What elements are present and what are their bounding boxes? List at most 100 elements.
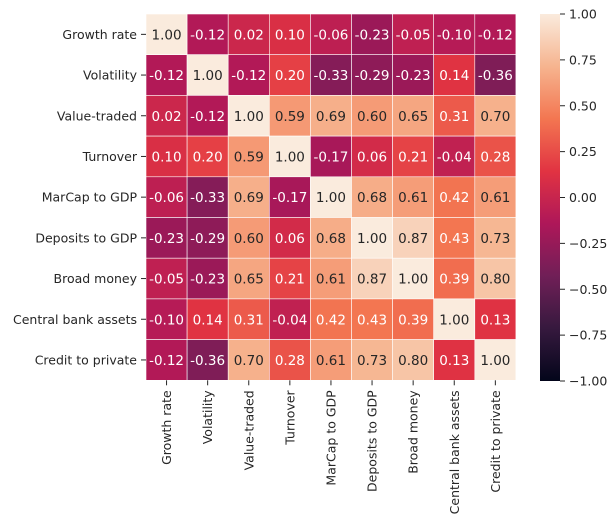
cell-value-label: 0.65	[234, 272, 264, 288]
cell-value-label: -0.06	[313, 27, 348, 43]
heatmap-cell	[186, 13, 229, 56]
cell-value-label: 0.69	[234, 190, 264, 206]
cell-value-label: -0.23	[149, 231, 184, 247]
cell-value-label: 0.80	[398, 353, 428, 369]
cell-value-label: -0.06	[149, 190, 184, 206]
colorbar-tick-label: −0.75	[569, 328, 607, 343]
y-tick-label: Volatility	[83, 68, 138, 83]
cell-value-label: -0.36	[190, 353, 225, 369]
heatmap-cell	[186, 95, 229, 137]
heatmap-cell	[227, 339, 270, 381]
cell-value-label: 0.20	[193, 149, 223, 165]
colorbar: 1.00 0.75 0.50 0.25 0.00 −0.25 −0.50 −0.75 −1.00	[540, 7, 607, 389]
cell-value-label: 0.59	[275, 109, 305, 125]
heatmap-cell	[227, 217, 270, 259]
cell-value-label: 0.28	[275, 353, 305, 369]
cell-value-label: 0.10	[152, 149, 182, 165]
y-tick-label: Credit to private	[35, 352, 138, 367]
heatmap-cell	[474, 176, 517, 218]
heatmap-cell	[433, 13, 476, 56]
cell-value-label: 1.00	[357, 231, 387, 247]
cell-value-label: 1.00	[480, 353, 510, 369]
cell-value-label: 0.42	[439, 190, 469, 206]
heatmap-cell	[186, 257, 229, 300]
heatmap-cell	[268, 176, 311, 218]
cell-value-label: -0.29	[190, 231, 225, 247]
heatmap-cell	[186, 176, 229, 218]
y-tick-label: Central bank assets	[13, 312, 137, 327]
cell-value-label: 0.61	[316, 272, 346, 288]
cell-value-label: 0.87	[357, 272, 387, 288]
heatmap-cell	[392, 95, 435, 137]
cell-value-label: 1.00	[398, 272, 428, 288]
heatmap-cell	[227, 298, 270, 340]
heatmap-cell	[351, 339, 393, 381]
cell-value-label: 0.13	[480, 312, 510, 328]
y-tick-label: Broad money	[54, 271, 138, 286]
heatmap-cell	[186, 339, 229, 381]
heatmap-cell	[474, 298, 517, 340]
cell-value-label: 0.80	[480, 272, 510, 288]
colorbar-tick-label: −0.50	[569, 282, 607, 297]
colorbar-gradient	[540, 14, 560, 381]
heatmap-cell	[474, 339, 517, 381]
colorbar-tick-label: −0.25	[569, 236, 607, 251]
heatmap-cell	[433, 54, 476, 96]
cell-value-label: 1.00	[439, 312, 469, 328]
y-tick-label: Deposits to GDP	[35, 230, 137, 245]
heatmap-cell	[145, 54, 188, 96]
cell-value-label: -0.23	[190, 272, 225, 288]
cell-value-label: 0.39	[398, 312, 428, 328]
heatmap-cell	[145, 176, 188, 218]
colorbar-tick-label: −1.00	[569, 374, 607, 389]
cell-value-label: 0.73	[480, 231, 510, 247]
cell-value-label: 0.60	[357, 109, 387, 125]
cell-value-label: 0.59	[234, 149, 264, 165]
heatmap-cell	[392, 298, 435, 340]
cell-value-label: 0.02	[152, 109, 182, 125]
cell-value-label: 0.06	[357, 149, 387, 165]
heatmap-cell	[268, 13, 311, 56]
heatmap-cell	[227, 54, 270, 96]
y-tick-label: MarCap to GDP	[42, 190, 138, 205]
y-tick-label: Turnover	[82, 149, 138, 164]
cell-value-label: 0.87	[398, 231, 428, 247]
x-tick-label: Deposits to GDP	[365, 390, 380, 492]
cell-value-label: -0.12	[190, 27, 225, 43]
cell-value-label: -0.05	[149, 272, 184, 288]
cell-value-label: -0.10	[437, 27, 472, 43]
cell-value-label: -0.17	[313, 149, 348, 165]
cell-value-label: 0.60	[234, 231, 264, 247]
cell-value-label: 1.00	[234, 109, 264, 125]
heatmap-cell	[268, 217, 311, 259]
heatmap-cell	[433, 217, 476, 259]
x-tick-label: Turnover	[282, 389, 297, 445]
heatmap-cell	[227, 95, 270, 137]
x-tick-label: Growth rate	[159, 390, 174, 465]
cell-value-label: 0.42	[316, 312, 346, 328]
cell-value-label: 1.00	[193, 68, 223, 84]
cell-value-label: 0.14	[193, 312, 223, 328]
y-axis-tick-labels: Growth rate Volatility Value-traded Turnove…	[13, 27, 146, 367]
colorbar-tick-label: 1.00	[569, 7, 597, 22]
cell-value-label: 1.00	[275, 149, 305, 165]
cell-value-label: -0.23	[396, 68, 431, 84]
cell-value-label: 0.65	[398, 109, 428, 125]
heatmap-cell	[310, 339, 352, 381]
heatmap-cell	[392, 257, 435, 300]
cell-value-label: 0.61	[398, 190, 428, 206]
x-tick-label: Credit to private	[488, 390, 503, 493]
cell-value-label: -0.33	[313, 68, 348, 84]
cell-value-label: -0.33	[190, 190, 225, 206]
cell-value-label: 0.10	[275, 27, 305, 43]
x-tick-label: Volatility	[200, 390, 215, 445]
heatmap-cell	[310, 54, 352, 96]
y-tick-label: Value-traded	[57, 108, 137, 123]
heatmap-cell	[145, 339, 188, 381]
cell-value-label: 0.69	[316, 109, 346, 125]
cell-value-label: 0.21	[275, 272, 305, 288]
colorbar-tick-label: 0.75	[569, 52, 597, 67]
colorbar-tick-label: 0.00	[569, 190, 597, 205]
heatmap-cell	[474, 217, 517, 259]
